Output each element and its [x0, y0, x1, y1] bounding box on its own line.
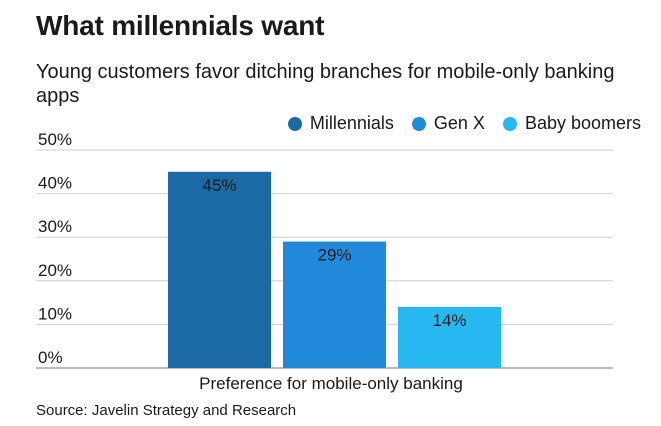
- y-tick-label: 10%: [38, 304, 72, 323]
- legend-swatch-millennials: [287, 116, 302, 131]
- data-label: 45%: [202, 176, 236, 195]
- source-note: Source: Javelin Strategy and Research: [36, 402, 297, 419]
- legend: Millennials Gen X Baby boomers: [287, 113, 641, 134]
- y-tick-label: 30%: [38, 217, 72, 236]
- legend-swatch-gen-x: [411, 116, 426, 131]
- x-axis-label: Preference for mobile-only banking: [199, 374, 463, 393]
- y-tick-label: 50%: [38, 130, 72, 149]
- legend-label-baby-boomers: Baby boomers: [524, 113, 641, 133]
- legend-label-gen-x: Gen X: [433, 113, 485, 133]
- chart-title: What millennials want: [36, 10, 325, 41]
- legend-label-millennials: Millennials: [309, 113, 394, 133]
- bar: [283, 241, 386, 368]
- y-tick-label: 40%: [38, 174, 72, 193]
- legend-item-baby-boomers: Baby boomers: [502, 113, 641, 134]
- data-label: 29%: [317, 246, 351, 265]
- y-tick-label: 20%: [38, 261, 72, 280]
- legend-swatch-baby-boomers: [502, 116, 517, 131]
- legend-item-gen-x: Gen X: [411, 113, 485, 134]
- chart-subtitle: Young customers favor ditching branches …: [36, 61, 615, 107]
- bar: [398, 306, 501, 368]
- legend-item-millennials: Millennials: [287, 113, 394, 134]
- bar: [168, 171, 271, 368]
- y-tick-label: 0%: [38, 348, 63, 367]
- data-label: 14%: [432, 311, 466, 330]
